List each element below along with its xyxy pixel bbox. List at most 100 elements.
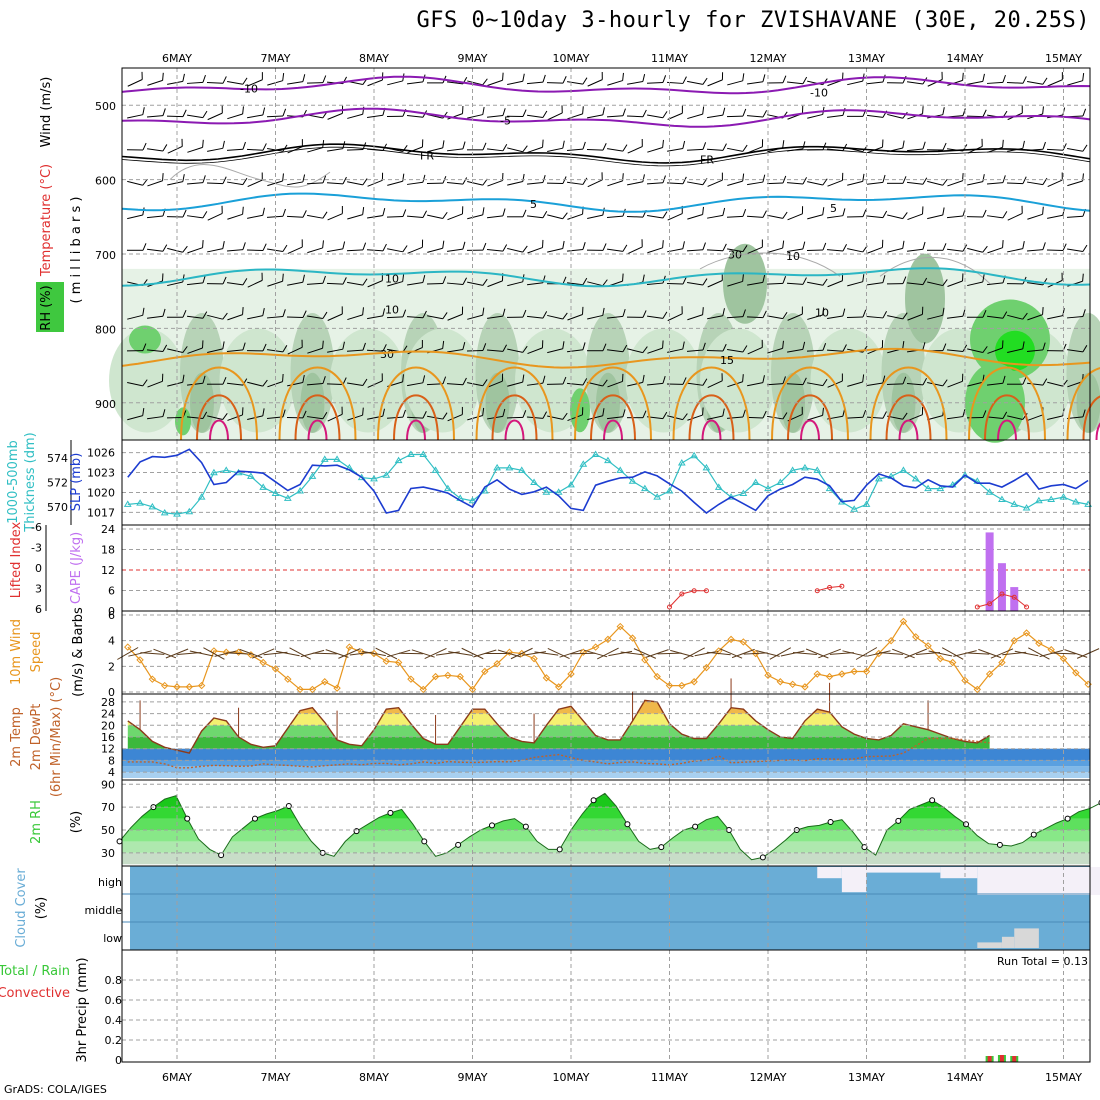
wind-barb-feather bbox=[922, 177, 928, 185]
thickness-marker bbox=[714, 483, 723, 490]
wind-barb-shaft bbox=[367, 380, 383, 388]
wind-barb-feather bbox=[242, 77, 248, 85]
label-temp-3: (6hr Min/Max) (°C) bbox=[49, 677, 64, 797]
wind-barb-feather bbox=[822, 242, 827, 251]
wind-barb bbox=[346, 142, 367, 151]
wind-barb-shaft bbox=[946, 215, 964, 219]
surface-wind-barb-shaft bbox=[657, 652, 682, 655]
surface-wind-barb bbox=[1014, 650, 1039, 657]
wind-barb-shaft bbox=[607, 380, 623, 388]
rh-marker bbox=[861, 844, 868, 851]
wind-barb bbox=[547, 212, 568, 220]
surface-wind-barb bbox=[362, 650, 386, 657]
wind-barb-shaft bbox=[827, 315, 843, 319]
rh-contour-label: 30 bbox=[728, 248, 742, 261]
wind-barb-feather bbox=[682, 176, 687, 184]
wind-barb-feather bbox=[242, 177, 248, 185]
wind-barb bbox=[467, 379, 488, 387]
wind-barb-feather bbox=[282, 208, 286, 217]
surface-wind-barb bbox=[597, 647, 619, 660]
pressure-tick-label: 900 bbox=[95, 398, 116, 411]
wind-barb bbox=[287, 339, 303, 355]
wind-barb bbox=[447, 206, 464, 221]
wind-barb bbox=[906, 177, 928, 185]
wind-barb-feather bbox=[922, 277, 928, 285]
wind-barb bbox=[747, 239, 763, 254]
wind-barb bbox=[727, 374, 744, 388]
wind-barb-shaft bbox=[767, 347, 783, 354]
surface-wind-barb bbox=[953, 650, 977, 657]
top-day-label: 8MAY bbox=[359, 52, 389, 65]
wind-barb-feather bbox=[522, 109, 527, 117]
surface-wind-barb-shaft bbox=[731, 648, 755, 659]
cape-tick-label: 18 bbox=[101, 544, 115, 557]
wind-barb bbox=[246, 143, 267, 151]
wind-barb bbox=[907, 306, 924, 321]
wind-barb-shaft bbox=[687, 382, 703, 386]
wind-barb bbox=[807, 378, 828, 387]
wind-barb bbox=[607, 373, 624, 388]
wind-barb-shaft bbox=[367, 114, 383, 118]
wind-barb bbox=[566, 378, 588, 386]
cloud-level-label: high bbox=[98, 876, 122, 889]
wind-barb-shaft bbox=[586, 149, 604, 151]
wind-barb-feather bbox=[582, 378, 588, 386]
rh-marker bbox=[658, 844, 665, 851]
wind-barb-feather bbox=[702, 278, 708, 286]
wind-barb-shaft bbox=[1027, 414, 1043, 421]
rh-contour-label: 30 bbox=[380, 348, 394, 361]
wind-barb-shaft bbox=[526, 181, 544, 185]
surface-wind-barb bbox=[683, 647, 705, 660]
wind-barb-shaft bbox=[446, 282, 464, 285]
wind-barb bbox=[147, 144, 168, 152]
wind-barb-shaft bbox=[606, 315, 624, 319]
wind-barb-feather bbox=[402, 309, 407, 317]
wind-barb-shaft bbox=[467, 214, 483, 220]
wind-barb-feather bbox=[882, 375, 886, 384]
wind-barb-shaft bbox=[507, 281, 523, 287]
surface-wind-barb-shaft bbox=[756, 650, 780, 657]
wind-barb bbox=[227, 278, 248, 286]
wind-barb-shaft bbox=[566, 382, 584, 386]
wind-barb-shaft bbox=[807, 214, 823, 220]
wind-barb bbox=[207, 140, 225, 152]
wind-barb-shaft bbox=[967, 281, 983, 287]
label-wind-2: Speed bbox=[29, 632, 44, 673]
wind-barb-shaft bbox=[1007, 348, 1023, 354]
wind-barb-feather bbox=[242, 407, 244, 415]
wind-barb bbox=[926, 142, 947, 151]
wind-barb-shaft bbox=[826, 249, 844, 252]
wind-speed-marker bbox=[1047, 645, 1055, 654]
wind-barb bbox=[546, 76, 567, 84]
wind-barb bbox=[947, 373, 964, 388]
wind-barb bbox=[246, 243, 267, 252]
wind-barb-shaft bbox=[627, 80, 643, 85]
wind-barb-feather bbox=[601, 172, 603, 180]
wind-barb-feather bbox=[142, 243, 147, 251]
wind-barb-feather bbox=[162, 244, 168, 252]
wind-barb bbox=[486, 143, 508, 152]
wind-barb-feather bbox=[382, 243, 387, 252]
wind-barb-shaft bbox=[867, 282, 883, 286]
chart-title: GFS 0~10day 3-hourly for ZVISHAVANE (30E… bbox=[416, 8, 1090, 33]
wind-barb bbox=[127, 307, 145, 320]
wind-barb-shaft bbox=[706, 148, 724, 151]
wind-barb-shaft bbox=[927, 382, 943, 387]
wind-barb bbox=[186, 74, 206, 84]
wind-barb-feather bbox=[142, 379, 148, 387]
wind-barb-shaft bbox=[767, 415, 783, 420]
thickness-marker bbox=[493, 463, 502, 471]
wind-barb-feather bbox=[802, 141, 806, 149]
wind-barb-feather bbox=[1021, 105, 1023, 114]
isotherm-label: FR bbox=[700, 154, 714, 167]
surface-wind-barb-shaft bbox=[597, 647, 619, 660]
label-rh-2: (%) bbox=[69, 811, 84, 834]
wind-barb-feather bbox=[602, 107, 605, 115]
wind-barb bbox=[587, 72, 603, 87]
wind-barb bbox=[966, 109, 987, 118]
wind-barb bbox=[747, 74, 766, 85]
wind-barb bbox=[367, 172, 384, 187]
surface-wind-barb bbox=[473, 649, 497, 658]
wind-barb bbox=[367, 373, 383, 388]
wind-barb bbox=[507, 345, 528, 353]
